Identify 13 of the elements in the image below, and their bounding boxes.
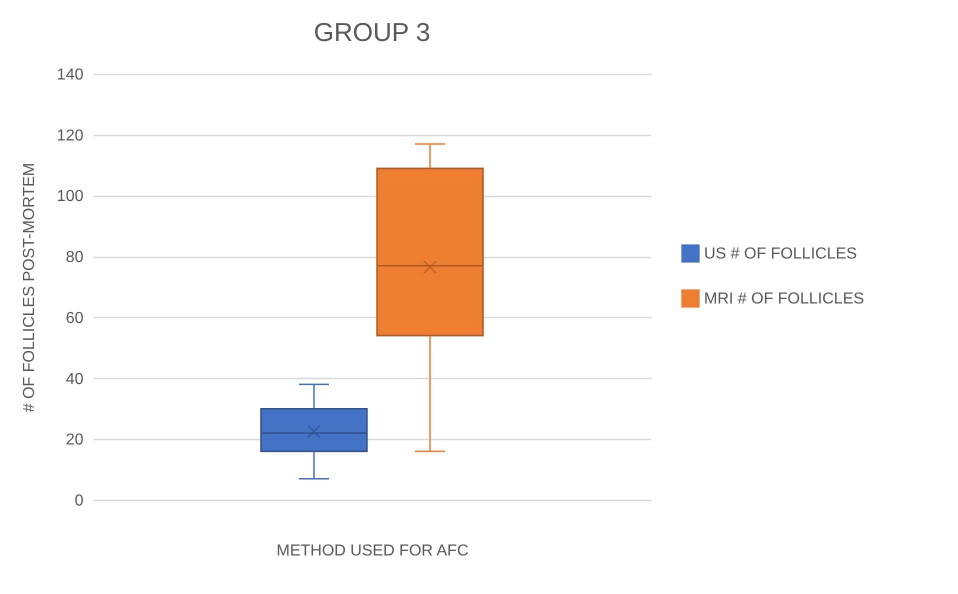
y-tick-label: 60 — [66, 310, 84, 327]
y-tick-label: 40 — [66, 370, 84, 388]
legend-label: US # OF FOLLICLES — [704, 246, 857, 262]
y-axis-title: # OF FOLLICLES POST-MORTEM — [20, 162, 38, 412]
y-tick-label: 100 — [56, 188, 84, 206]
y-tick-label: 80 — [66, 249, 84, 266]
y-tick-label: 140 — [56, 66, 84, 84]
x-axis-title: METHOD USED FOR AFC — [276, 542, 469, 560]
y-tick-label: 0 — [74, 492, 84, 510]
chart-title: GROUP 3 — [314, 17, 430, 47]
legend-label: MRI # OF FOLLICLES — [704, 290, 864, 308]
y-tick-label: 120 — [56, 127, 84, 144]
y-tick-label: 20 — [66, 432, 84, 449]
